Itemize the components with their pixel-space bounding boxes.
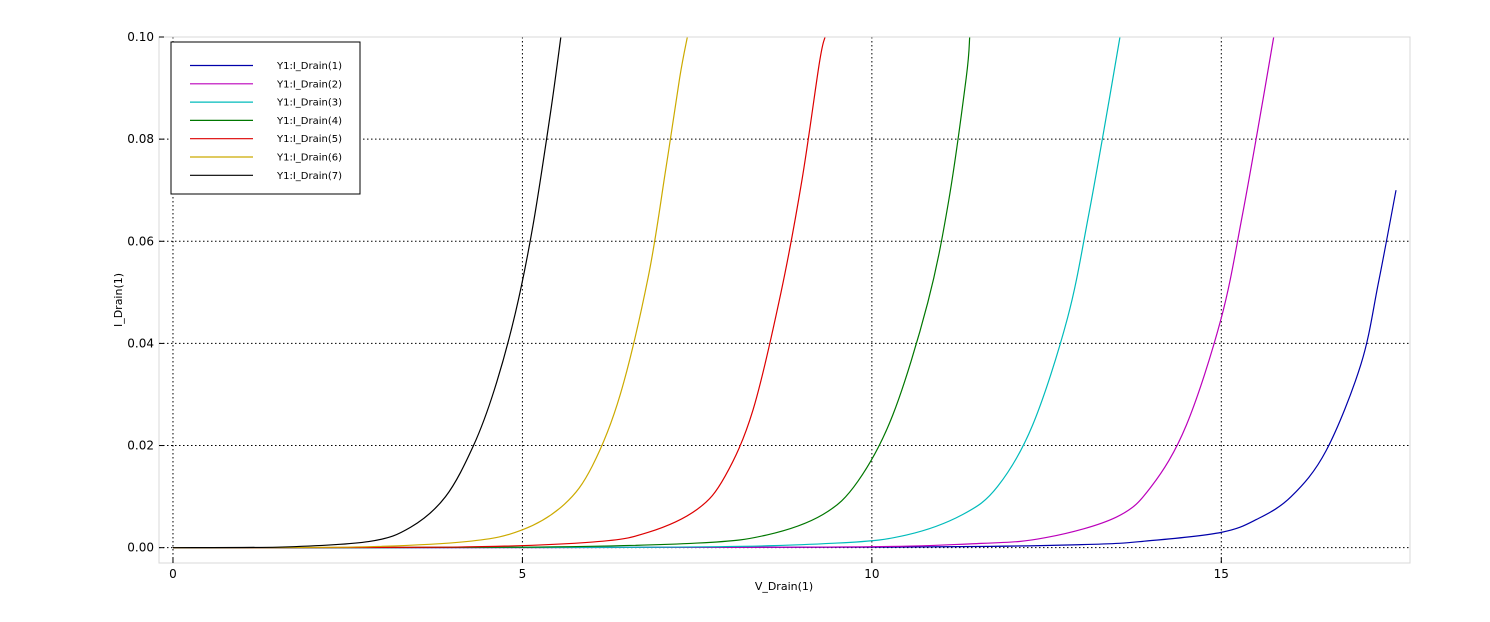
y-axis-label: I_Drain(1): [112, 273, 125, 327]
x-axis-label: V_Drain(1): [755, 580, 813, 593]
series-line-3: [172, 36, 1121, 549]
tick-layer: 0 5 10 15 0.00 0.02 0.04 0.06 0.08 0.10: [127, 30, 1229, 581]
legend-label-3: Y1:I_Drain(3): [276, 98, 342, 109]
series-line-4: [172, 36, 971, 549]
legend-label-1: Y1:I_Drain(1): [276, 61, 342, 72]
plot-frame: [158, 36, 1411, 564]
legend-label-5: Y1:I_Drain(5): [276, 134, 342, 145]
series-layer: [172, 36, 1397, 549]
legend-box: [170, 41, 361, 195]
x-tick-label: 10: [864, 567, 879, 581]
y-tick-label: 0.02: [127, 439, 154, 453]
x-tick-label: 5: [519, 567, 527, 581]
legend-label-2: Y1:I_Drain(2): [276, 79, 342, 90]
y-tick-label: 0.08: [127, 132, 154, 146]
y-tick-label: 0.06: [127, 234, 154, 248]
series-line-5: [172, 36, 826, 549]
x-tick-label: 0: [169, 567, 177, 581]
series-line-6: [172, 36, 688, 549]
y-tick-label: 0.00: [127, 541, 154, 555]
y-tick-label: 0.10: [127, 30, 154, 44]
series-line-2: [172, 36, 1275, 549]
series-line-7: [172, 36, 562, 549]
plot-background: [159, 37, 1410, 563]
legend-label-6: Y1:I_Drain(6): [276, 153, 342, 164]
legend-label-7: Y1:I_Drain(7): [276, 171, 342, 182]
legend: Y1:I_Drain(1) Y1:I_Drain(2) Y1:I_Drain(3) Y…: [170, 41, 361, 195]
legend-label-4: Y1:I_Drain(4): [276, 116, 342, 127]
x-tick-label: 15: [1214, 567, 1229, 581]
y-tick-label: 0.04: [127, 336, 154, 350]
